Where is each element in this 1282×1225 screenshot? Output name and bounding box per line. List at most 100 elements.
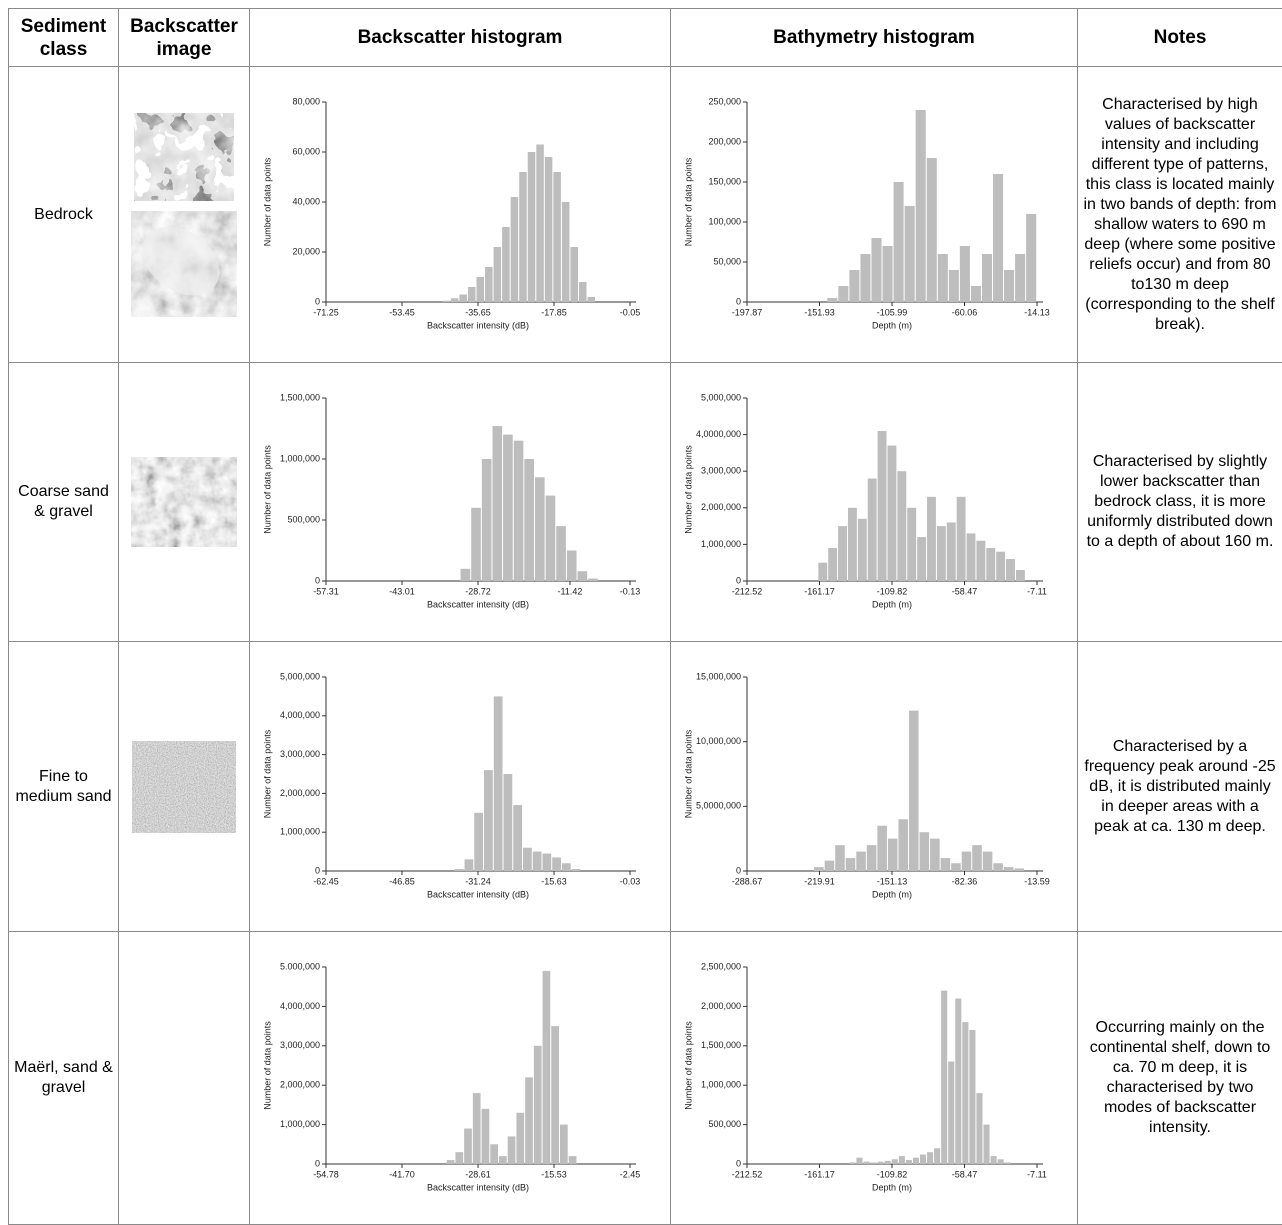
y-axis-label: Number of data points [262, 729, 272, 818]
y-tick-label: 1,000,000 [700, 1080, 740, 1090]
class-cell: Maërl, sand & gravel [9, 932, 119, 1225]
bar [827, 298, 837, 302]
notes-cell: Characterised by high values of backscat… [1078, 67, 1282, 363]
bar [493, 247, 501, 302]
y-tick-label: 4,0000,000 [695, 429, 740, 439]
histogram: 01,000,0002,000,0003,000,0004,000,0005,0… [251, 642, 670, 926]
header-cell: Sediment class [9, 9, 119, 67]
x-tick-label: -54.78 [313, 1169, 339, 1179]
class-cell: Bedrock [9, 67, 119, 363]
x-tick-label: -161.17 [804, 586, 835, 596]
x-tick-label: -151.13 [876, 876, 907, 886]
bar [955, 999, 961, 1164]
y-tick-label: 1,000,000 [279, 453, 319, 463]
histogram: 01,000,0002,000,0003,000,0004,000,0005.0… [251, 932, 670, 1219]
bar [446, 1160, 454, 1164]
bar [551, 1026, 559, 1164]
y-tick-label: 5,0000,000 [695, 801, 740, 811]
bar [946, 522, 955, 581]
bar [523, 848, 532, 871]
bar [891, 1159, 897, 1164]
image-cell [119, 642, 250, 932]
bar [532, 852, 541, 871]
x-tick-label: -60.06 [951, 307, 977, 317]
y-tick-label: 0 [314, 865, 319, 875]
notes-cell: Characterised by a frequency peak around… [1078, 642, 1282, 932]
bar [893, 182, 903, 302]
bar [502, 227, 510, 302]
bar [559, 1125, 567, 1164]
bar [976, 541, 985, 581]
header-cell: Bathymetry histogram [671, 9, 1078, 67]
bar [588, 579, 598, 581]
bar [1006, 559, 1015, 581]
bar [993, 174, 1003, 302]
y-tick-label: 60,000 [292, 146, 320, 156]
bar [877, 1162, 883, 1164]
bar [898, 1156, 904, 1164]
x-tick-label: -7.11 [1027, 586, 1047, 596]
x-tick-label: -15.63 [541, 876, 567, 886]
bar [927, 497, 936, 581]
backscatter-image [131, 457, 237, 547]
bar [513, 441, 523, 581]
backscatter-image [134, 113, 234, 201]
x-tick-label: -0.05 [619, 307, 640, 317]
bar [866, 845, 876, 871]
bar [997, 1159, 1003, 1164]
y-tick-label: 2,500,000 [700, 961, 740, 971]
y-tick-label: 3,000,000 [279, 1040, 319, 1050]
bar [460, 569, 470, 581]
x-tick-label: -58.47 [951, 586, 977, 596]
y-tick-label: 200,000 [708, 136, 741, 146]
bar [845, 858, 855, 871]
notes-cell: Occurring mainly on the continental shel… [1078, 932, 1282, 1225]
bar [519, 172, 527, 302]
bar [454, 869, 463, 871]
bar [982, 852, 992, 871]
x-tick-label: -0.03 [619, 876, 640, 886]
y-tick-label: 3,000,000 [700, 466, 740, 476]
x-tick-label: -109.82 [876, 1169, 907, 1179]
bar [849, 1162, 855, 1164]
x-tick-label: -212.52 [731, 586, 762, 596]
histogram: 050,000100,000150,000200,000250,000-197.… [672, 67, 1077, 357]
bar [838, 526, 847, 581]
bar [951, 863, 961, 871]
bar [877, 431, 886, 581]
bar [552, 857, 561, 871]
bar [442, 301, 450, 302]
bar [1014, 868, 1024, 871]
bar [568, 1156, 576, 1164]
bar [856, 1158, 862, 1164]
x-tick-label: -43.01 [389, 586, 415, 596]
x-tick-label: -197.87 [731, 307, 762, 317]
bar [828, 548, 837, 581]
bar [1026, 214, 1036, 302]
bar [485, 267, 493, 302]
y-tick-label: 1,000,000 [279, 827, 319, 837]
backscatter-image [132, 741, 236, 833]
y-tick-label: 0 [735, 575, 740, 585]
bar [926, 158, 936, 302]
histogram: 0500,0001,000,0001,500,000-57.31-43.01-2… [251, 363, 670, 636]
x-tick-label: -105.99 [876, 307, 907, 317]
bar [882, 246, 892, 302]
bar [897, 471, 906, 581]
x-tick-label: -46.85 [389, 876, 415, 886]
x-tick-label: -17.85 [541, 307, 567, 317]
bar [484, 770, 493, 871]
y-tick-label: 10,000,000 [695, 736, 740, 746]
bar [856, 852, 866, 871]
bar [493, 696, 502, 871]
x-tick-label: -212.52 [731, 1169, 762, 1179]
bar [472, 1093, 480, 1164]
x-axis-label: Depth (m) [871, 320, 911, 330]
histogram: 05,0000,00010,000,00015,000,000-288.67-2… [672, 642, 1077, 926]
bar [524, 459, 534, 581]
y-tick-label: 1,000,000 [279, 1119, 319, 1129]
bar [464, 1129, 472, 1164]
y-tick-label: 2,000,000 [279, 788, 319, 798]
